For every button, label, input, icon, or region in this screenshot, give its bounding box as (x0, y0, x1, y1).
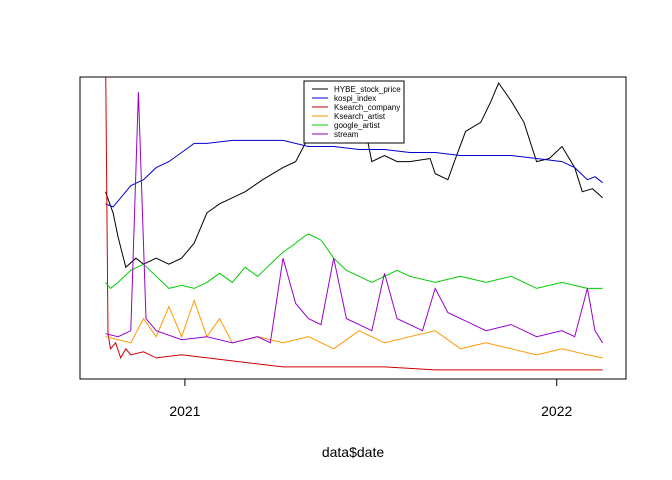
x-tick-label: 2022 (541, 403, 572, 419)
legend-label-google_artist: google_artist (334, 121, 381, 130)
series-line-google_artist (105, 233, 603, 290)
legend-label-stream: stream (334, 130, 359, 139)
legend-box (303, 80, 405, 144)
legend-label-kospi_index: kospi_index (334, 94, 376, 103)
series-line-Ksearch_artist (105, 298, 603, 359)
legend-label-Ksearch_company: Ksearch_company (334, 103, 400, 112)
x-tick-label: 2021 (169, 403, 200, 419)
series-line-stream (105, 92, 604, 344)
x-axis: 2021 2022 (169, 378, 573, 419)
legend: HYBE_stock_pricekospi_indexKsearch_compa… (303, 80, 405, 144)
series-layer (105, 77, 604, 371)
x-axis-label: data$date (322, 444, 384, 460)
series-line-kospi_index (105, 139, 603, 208)
legend-label-HYBE_stock_price: HYBE_stock_price (334, 85, 401, 94)
series-line-Ksearch_company (105, 77, 603, 371)
legend-label-Ksearch_artist: Ksearch_artist (334, 112, 386, 121)
